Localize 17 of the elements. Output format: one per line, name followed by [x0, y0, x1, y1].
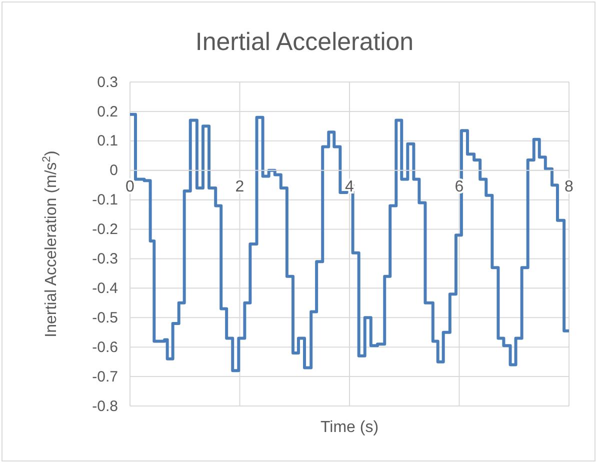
y-tick-label: -0.4	[92, 280, 118, 297]
x-tick-label: 8	[564, 178, 574, 196]
y-tick-label: 0.1	[97, 132, 118, 150]
y-tick-label: -0.2	[92, 221, 118, 238]
y-tick-label: -0.5	[92, 309, 118, 326]
y-tick-label: -0.7	[92, 368, 118, 386]
y-tick-label: -0.8	[92, 398, 118, 415]
x-tick-label: 0	[126, 178, 135, 196]
y-tick-label: 0.3	[97, 74, 118, 91]
x-tick-label: 2	[235, 178, 244, 196]
y-tick-label: 0.2	[97, 103, 118, 120]
x-axis-title: Time (s)	[320, 419, 379, 436]
y-tick-label: -0.1	[92, 192, 118, 209]
y-tick-label: -0.6	[92, 338, 118, 356]
chart-title: Inertial Acceleration	[195, 28, 414, 56]
y-tick-label: -0.3	[92, 250, 118, 268]
y-tick-label: 0	[110, 162, 118, 180]
